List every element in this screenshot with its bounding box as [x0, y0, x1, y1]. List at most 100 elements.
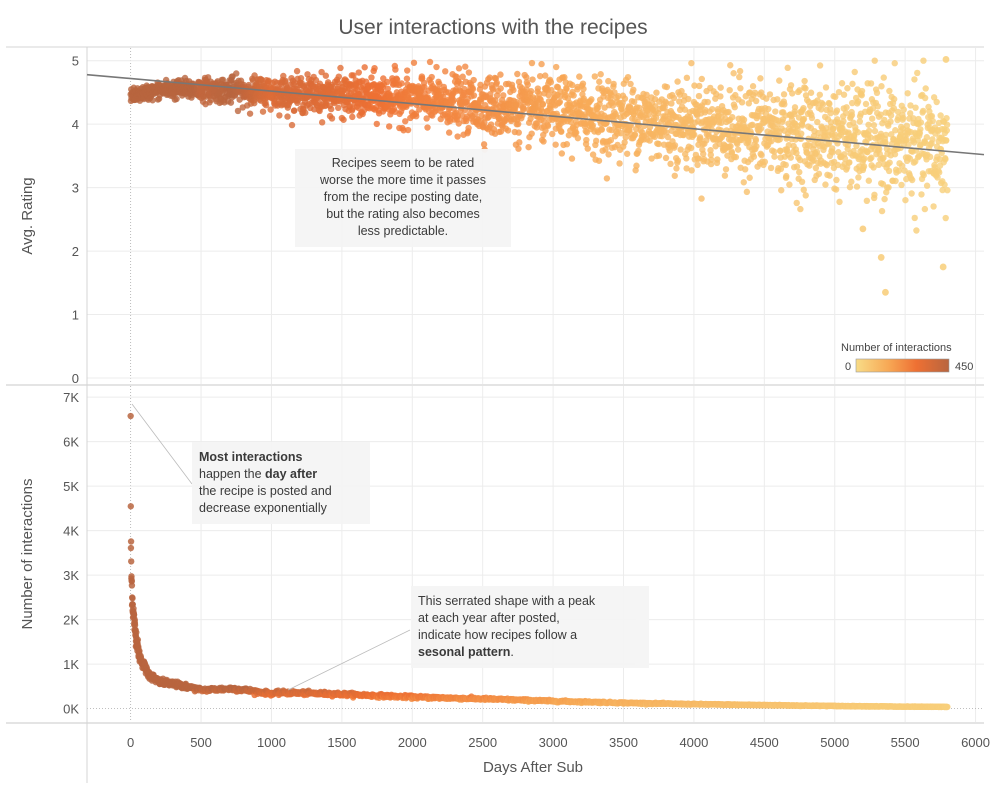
rating-point — [882, 139, 889, 147]
rating-point — [574, 134, 582, 142]
rating-point — [540, 138, 547, 145]
rating-point — [784, 64, 791, 72]
top-panel-y-axis-title: Avg. Rating — [19, 177, 36, 254]
rating-point — [288, 121, 296, 129]
rating-point — [465, 124, 472, 132]
rating-point — [870, 121, 878, 129]
rating-point — [941, 181, 948, 188]
rating-point — [668, 100, 675, 107]
rating-point — [624, 73, 632, 81]
rating-point — [536, 72, 544, 80]
interactions-point — [131, 621, 139, 629]
rating-point — [497, 128, 505, 135]
rating-point — [579, 80, 587, 87]
rating-point — [927, 153, 934, 161]
rating-point — [529, 76, 536, 83]
rating-point — [777, 147, 784, 155]
rating-point — [827, 109, 834, 117]
bottom-y-tick-label: 1K — [63, 657, 79, 672]
rating-point — [781, 101, 788, 108]
rating-point — [871, 57, 878, 64]
rating-point — [778, 187, 785, 194]
rating-point — [939, 263, 947, 271]
rating-point — [746, 174, 753, 181]
rating-point — [765, 105, 772, 113]
rating-point — [595, 157, 603, 164]
rating-point — [677, 146, 684, 153]
rating-point — [873, 89, 881, 97]
rating-point — [918, 191, 925, 198]
interactions-point — [128, 582, 136, 589]
most-interactions-connector — [131, 403, 193, 485]
rating-point — [729, 113, 736, 121]
rating-point — [880, 74, 887, 81]
bottom-panel-gridlines — [87, 386, 984, 722]
rating-point — [944, 187, 951, 194]
rating-point — [413, 113, 420, 120]
rating-point — [663, 99, 670, 107]
rating-point — [830, 125, 837, 132]
rating-point — [868, 115, 876, 122]
rating-point — [740, 116, 748, 123]
rating-point — [752, 137, 760, 144]
rating-point — [856, 118, 863, 125]
rating-point — [892, 127, 899, 134]
rating-point — [678, 87, 685, 95]
rating-point — [783, 172, 790, 180]
rating-point — [895, 167, 903, 174]
rating-point — [556, 92, 564, 100]
rating-point — [919, 107, 927, 115]
rating-point — [611, 89, 618, 96]
rating-point — [886, 87, 893, 95]
rating-point — [683, 155, 690, 162]
rating-point — [514, 120, 522, 128]
x-axis-ticks: 0 500 1000 1500 2000 2500 3000 3500 4000 4500 5000… — [127, 735, 990, 750]
rating-point — [410, 59, 418, 66]
rating-point — [861, 155, 868, 162]
rating-point — [335, 104, 342, 112]
rating-point — [902, 196, 909, 204]
rating-point — [763, 95, 770, 102]
rating-point — [822, 84, 830, 91]
rating-point — [862, 100, 870, 108]
bottom-y-tick-label: 4K — [63, 524, 79, 539]
rating-point — [885, 184, 892, 191]
rating-point — [580, 95, 587, 102]
rating-point — [544, 122, 552, 130]
rating-point — [838, 80, 846, 87]
rating-point — [898, 162, 906, 169]
rating-point — [681, 106, 689, 113]
top-y-tick-label: 0 — [72, 371, 79, 386]
top-y-tick-label: 5 — [72, 54, 79, 69]
rating-point — [536, 90, 543, 98]
rating-point — [227, 99, 235, 106]
rating-point — [486, 74, 493, 81]
interactions-point — [128, 558, 135, 565]
rating-point — [580, 85, 587, 93]
rating-point — [774, 96, 781, 103]
rating-point — [800, 115, 808, 123]
rating-point — [433, 63, 440, 71]
rating-point — [497, 85, 504, 92]
rating-trend-line — [86, 73, 985, 156]
x-tick-label: 4000 — [679, 735, 708, 750]
rating-point — [798, 178, 806, 186]
rating-point — [262, 102, 270, 109]
chart-title: User interactions with the recipes — [338, 16, 647, 39]
rating-point — [933, 98, 940, 106]
rating-point — [610, 80, 617, 88]
bottom-y-tick-label: 6K — [63, 435, 79, 450]
rating-point — [450, 97, 457, 104]
rating-point — [691, 82, 698, 89]
rating-point — [400, 127, 407, 134]
x-tick-label: 1000 — [257, 735, 286, 750]
rating-point — [923, 182, 931, 189]
top-y-tick-label: 3 — [72, 181, 79, 196]
rating-point — [942, 156, 949, 163]
rating-point — [318, 68, 325, 76]
rating-point — [826, 172, 833, 179]
legend-max-label: 450 — [955, 361, 973, 373]
seasonal-pattern-bold: sesonal pattern — [418, 645, 511, 659]
rating-point — [423, 115, 430, 122]
rating-point — [527, 115, 534, 123]
